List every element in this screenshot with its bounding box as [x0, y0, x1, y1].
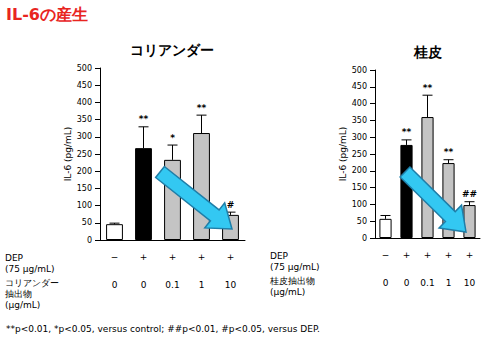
svg-text:(75 μg/mL): (75 μg/mL) — [5, 264, 55, 274]
svg-text:150: 150 — [352, 183, 367, 192]
svg-text:IL-6 (pg/mL): IL-6 (pg/mL) — [63, 127, 73, 182]
svg-text:**: ** — [197, 103, 207, 113]
svg-text:**: ** — [402, 127, 412, 137]
svg-text:抽出物: 抽出物 — [5, 289, 32, 299]
svg-text:+: + — [445, 250, 453, 260]
svg-text:450: 450 — [352, 82, 367, 91]
svg-text:400: 400 — [77, 98, 92, 107]
svg-text:100: 100 — [352, 200, 367, 209]
svg-text:##: ## — [462, 189, 477, 199]
svg-text:0.1: 0.1 — [420, 278, 434, 288]
svg-text:IL-6 (pg/mL): IL-6 (pg/mL) — [338, 127, 348, 182]
svg-text:1: 1 — [446, 278, 452, 288]
svg-text:150: 150 — [77, 184, 92, 193]
svg-text:200: 200 — [77, 167, 92, 176]
svg-text:+: + — [140, 252, 148, 262]
svg-text:**: ** — [139, 114, 149, 124]
svg-text:DEP: DEP — [270, 251, 289, 261]
svg-text:**p<0.01, *p<0.05, versus cont: **p<0.01, *p<0.05, versus control; ##p<0… — [6, 324, 320, 334]
svg-text:0: 0 — [362, 234, 367, 243]
svg-text:コリアンダー: コリアンダー — [5, 278, 59, 288]
svg-text:+: + — [424, 250, 432, 260]
svg-text:200: 200 — [352, 166, 367, 175]
svg-text:300: 300 — [352, 133, 367, 142]
svg-text:350: 350 — [77, 115, 92, 124]
svg-text:50: 50 — [357, 217, 367, 226]
svg-text:250: 250 — [77, 150, 92, 159]
svg-text:50: 50 — [82, 218, 92, 227]
svg-text:(μg/mL): (μg/mL) — [270, 287, 305, 297]
svg-text:0: 0 — [112, 280, 118, 290]
svg-text:−: − — [382, 250, 390, 260]
svg-text:1: 1 — [199, 280, 205, 290]
svg-text:桂皮抽出物: 桂皮抽出物 — [269, 276, 315, 286]
svg-text:400: 400 — [352, 99, 367, 108]
svg-text:コリアンダー: コリアンダー — [130, 42, 214, 58]
svg-text:+: + — [227, 252, 235, 262]
svg-text:IL-6の産生: IL-6の産生 — [6, 5, 88, 24]
svg-text:0: 0 — [87, 236, 92, 245]
svg-text:0: 0 — [404, 278, 410, 288]
svg-text:+: + — [198, 252, 206, 262]
svg-text:DEP: DEP — [5, 253, 24, 263]
svg-text:(μg/mL): (μg/mL) — [5, 300, 40, 310]
svg-text:桂皮: 桂皮 — [413, 44, 442, 60]
svg-text:450: 450 — [77, 81, 92, 90]
svg-text:500: 500 — [77, 64, 92, 73]
svg-text:−: − — [111, 252, 119, 262]
svg-text:0.1: 0.1 — [165, 280, 179, 290]
svg-text:**: ** — [423, 83, 433, 93]
svg-text:(75 μg/mL): (75 μg/mL) — [270, 262, 320, 272]
svg-text:**: ** — [444, 147, 454, 157]
svg-text:10: 10 — [225, 280, 237, 290]
svg-text:+: + — [466, 250, 474, 260]
svg-text:0: 0 — [141, 280, 147, 290]
svg-text:#: # — [227, 200, 235, 210]
svg-text:500: 500 — [352, 66, 367, 75]
svg-text:250: 250 — [352, 150, 367, 159]
svg-text:100: 100 — [77, 201, 92, 210]
svg-text:300: 300 — [77, 132, 92, 141]
svg-text:10: 10 — [464, 278, 476, 288]
svg-text:*: * — [170, 133, 175, 143]
svg-text:0: 0 — [383, 278, 389, 288]
svg-text:+: + — [403, 250, 411, 260]
svg-text:350: 350 — [352, 116, 367, 125]
svg-text:+: + — [169, 252, 177, 262]
